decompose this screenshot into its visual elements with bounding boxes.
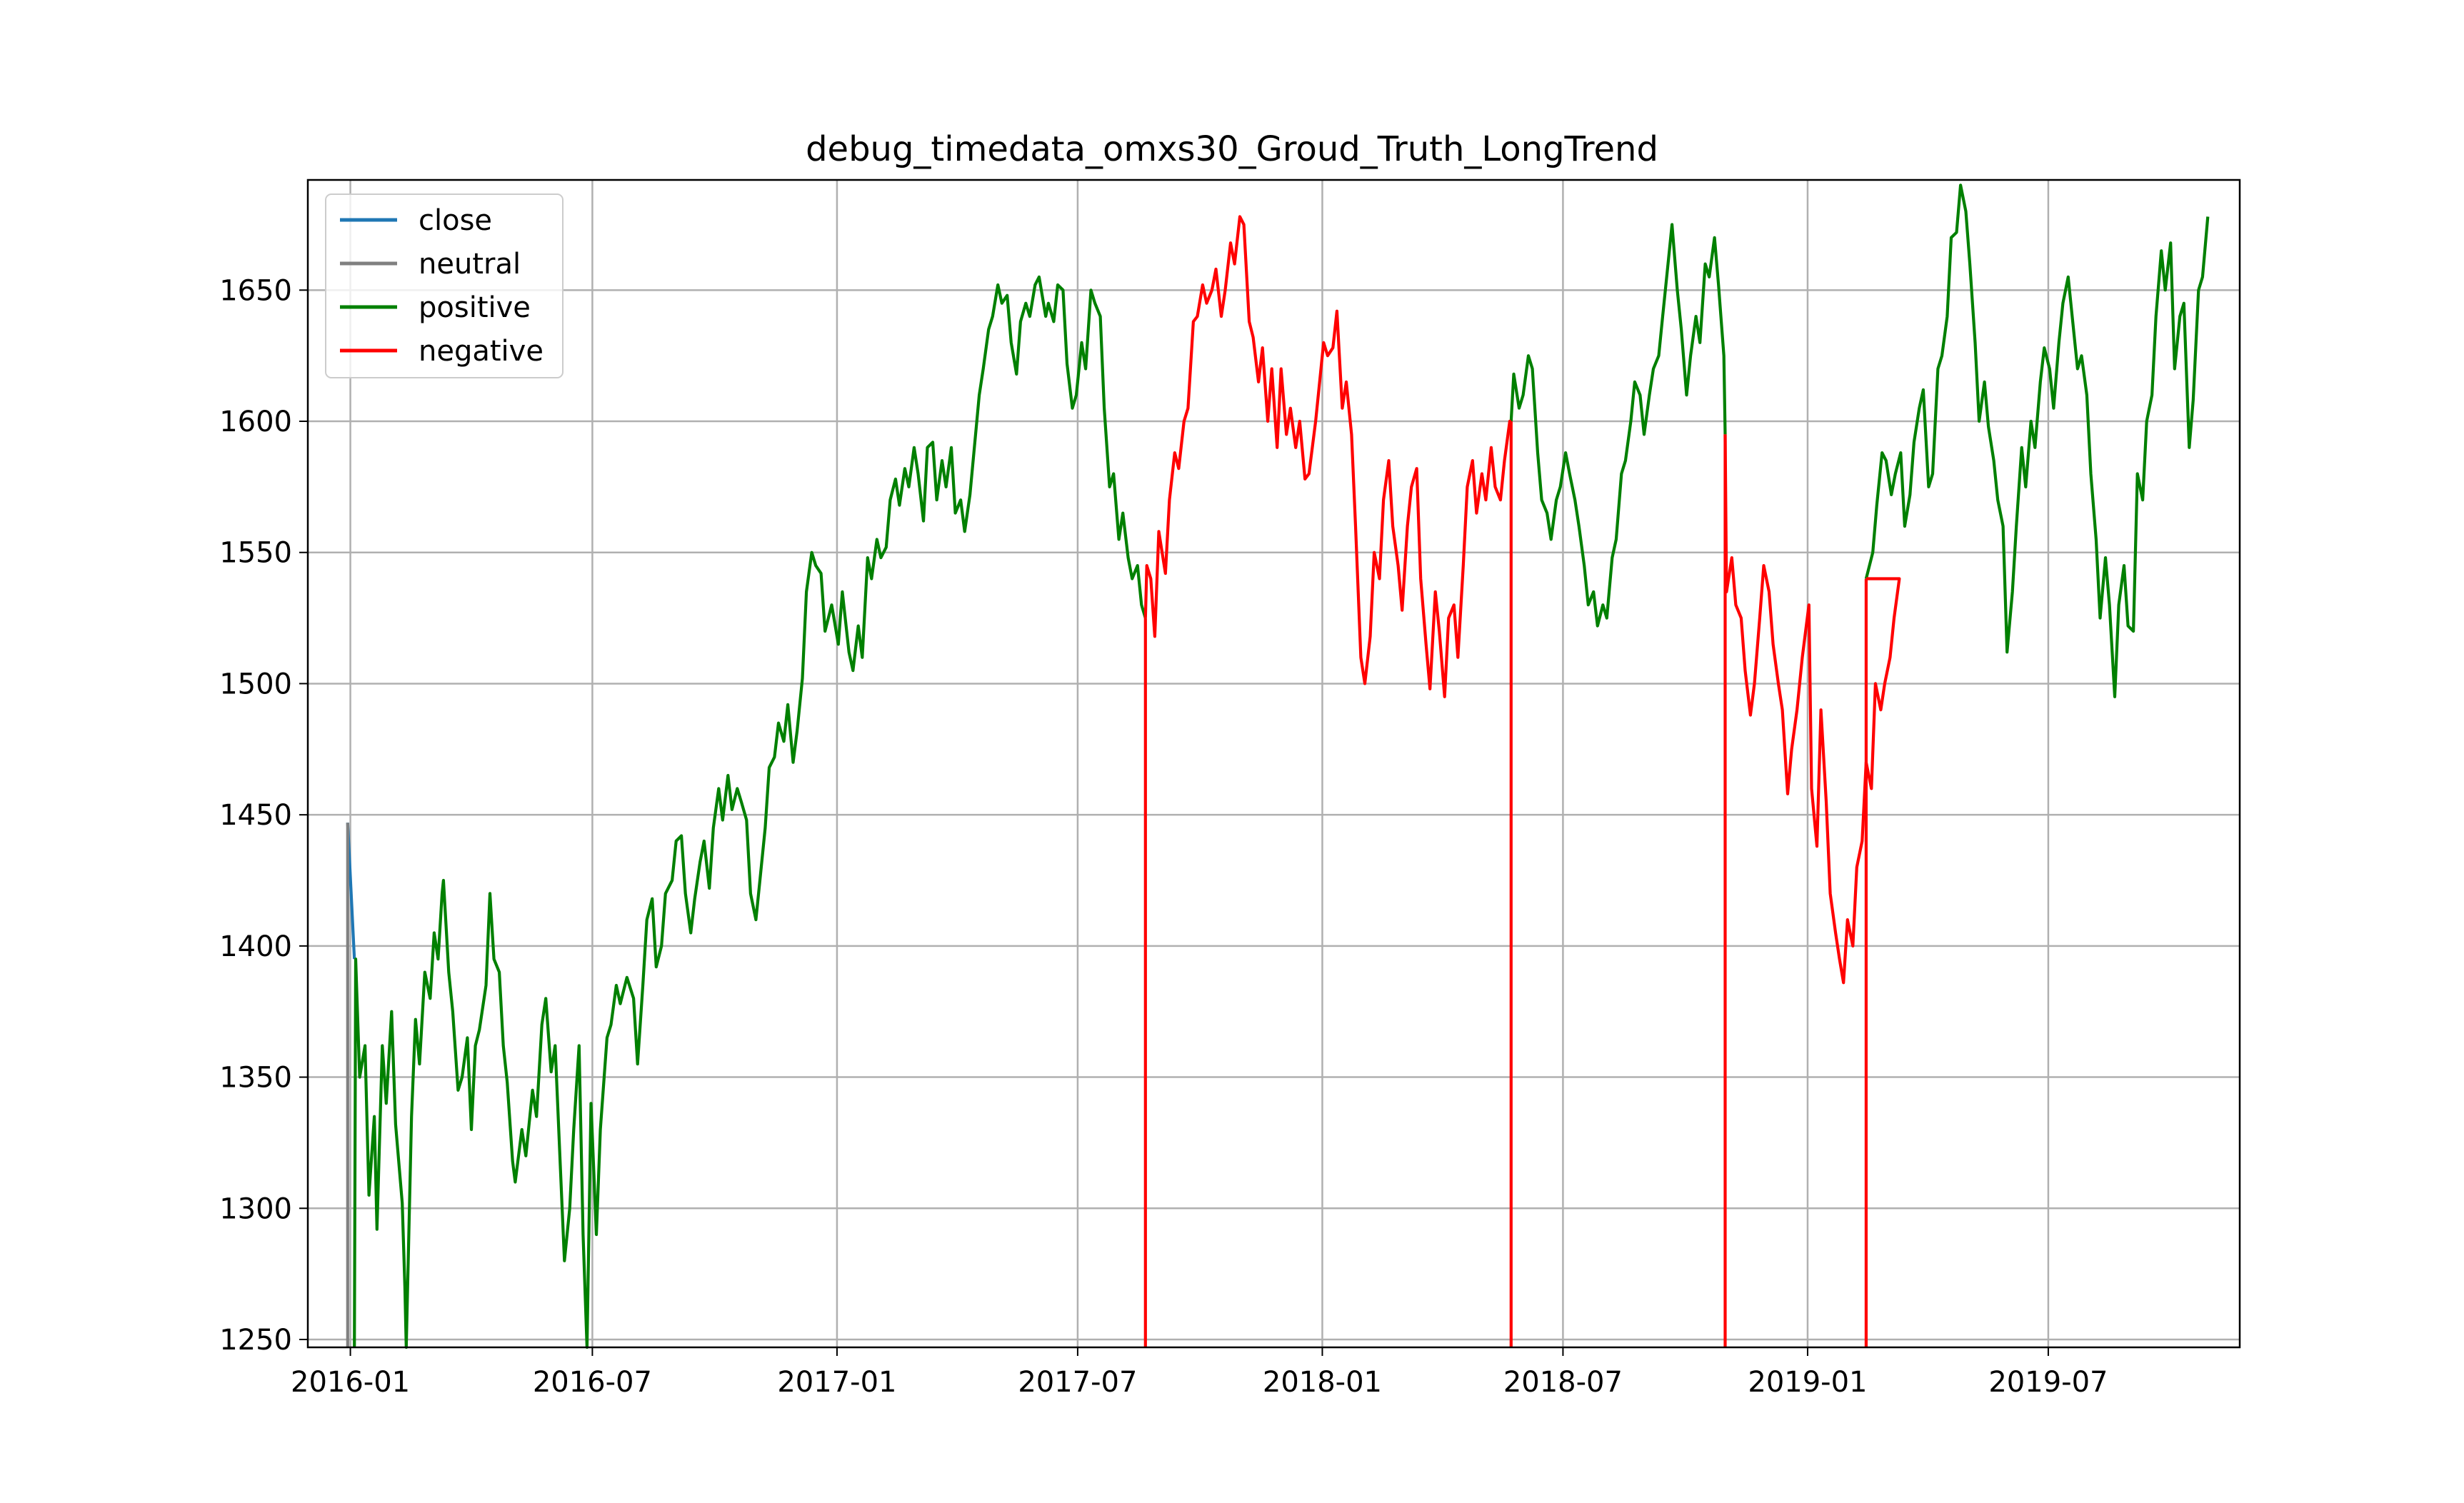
legend-label-neutral: neutral — [419, 248, 521, 281]
legend-label-positive: positive — [419, 291, 531, 324]
series-line-positive — [1509, 223, 1727, 628]
legend-label-negative: negative — [419, 335, 544, 368]
chart-title: debug_timedata_omxs30_Groud_Truth_LongTr… — [806, 129, 1658, 169]
series-line-positive — [1864, 184, 2210, 698]
legend-label-close: close — [419, 204, 492, 237]
y-tick-label: 1600 — [219, 406, 292, 438]
x-tick-label: 2016-07 — [533, 1366, 652, 1399]
x-tick-label: 2017-07 — [1018, 1366, 1137, 1399]
plot-area — [306, 179, 2241, 1349]
y-axis: 1250 1300 1350 1400 1450 1500 1550 1600 1650 — [219, 274, 308, 1357]
legend-box — [325, 193, 564, 378]
y-tick-label: 1300 — [219, 1192, 292, 1225]
y-tick-label: 1500 — [219, 668, 292, 700]
x-axis: 2016-01 2016-07 2017-01 2017-07 2018-01 2018-… — [291, 1347, 2108, 1399]
x-tick-label: 2017-01 — [777, 1366, 896, 1399]
x-tick-label: 2018-01 — [1263, 1366, 1382, 1399]
y-tick-label: 1550 — [219, 537, 292, 570]
grid-lines — [308, 180, 2240, 1347]
x-tick-label: 2019-01 — [1748, 1366, 1867, 1399]
y-tick-label: 1450 — [219, 799, 292, 832]
y-tick-label: 1250 — [219, 1324, 292, 1357]
series-line-positive — [353, 275, 1147, 1349]
x-tick-label: 2019-07 — [1988, 1366, 2108, 1399]
legend: close neutral positive negative — [325, 193, 564, 378]
x-tick-label: 2016-01 — [291, 1366, 410, 1399]
y-tick-label: 1350 — [219, 1062, 292, 1095]
series-lines — [346, 184, 2210, 1349]
x-tick-label: 2018-07 — [1503, 1366, 1623, 1399]
series-line-negative — [1723, 434, 1901, 985]
y-tick-label: 1650 — [219, 274, 292, 307]
series-line-negative — [1143, 215, 1511, 698]
y-tick-label: 1400 — [219, 930, 292, 963]
